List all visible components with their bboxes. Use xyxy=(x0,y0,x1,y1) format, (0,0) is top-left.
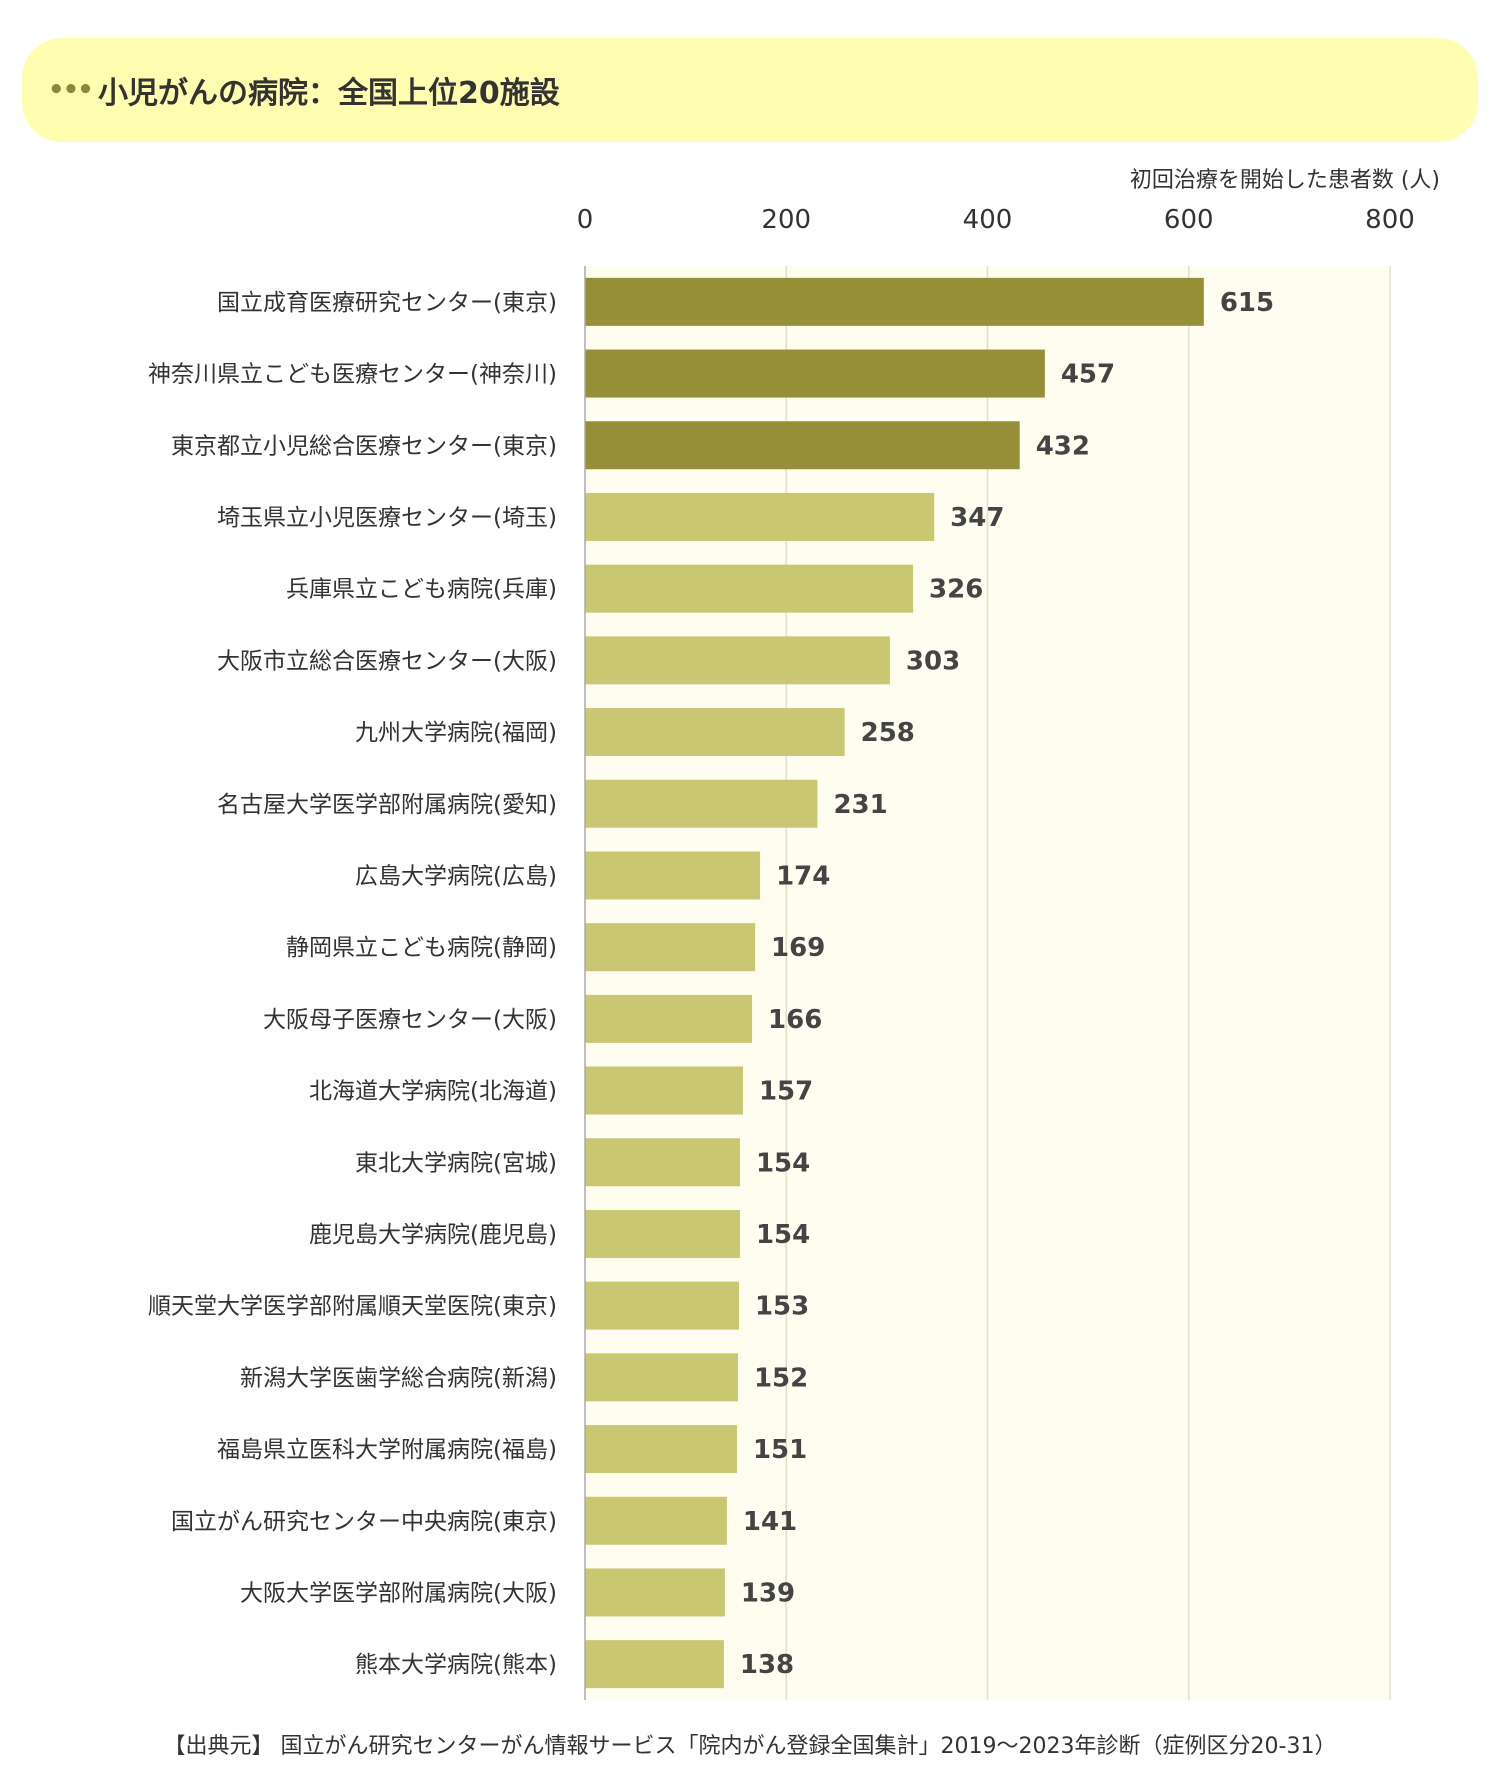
value-label: 231 xyxy=(833,790,887,820)
chart-title: 小児がんの病院：全国上位20施設 xyxy=(98,76,560,111)
category-label: 福島県立医科大学附属病院(福島) xyxy=(217,1437,557,1463)
bar xyxy=(585,1138,740,1187)
category-label: 兵庫県立こども病院(兵庫) xyxy=(286,577,557,603)
bar xyxy=(585,492,935,541)
x-tick-label: 600 xyxy=(1164,205,1214,235)
value-labels: 615 457 432 347 326 303 258 231 174 169 166 157 154 1… xyxy=(740,288,1274,1680)
bar xyxy=(585,564,914,613)
bar xyxy=(585,636,890,685)
category-label: 大阪市立総合医療センター(大阪) xyxy=(217,648,557,674)
category-label: 東京都立小児総合医療センター(東京) xyxy=(171,433,557,459)
category-label: 鹿児島大学病院(鹿児島) xyxy=(309,1222,557,1248)
value-label: 157 xyxy=(759,1077,813,1107)
category-label: 東北大学病院(宮城) xyxy=(355,1150,557,1176)
value-label: 174 xyxy=(776,861,830,891)
bar xyxy=(585,421,1020,470)
category-label: 順天堂大学医学部附属順天堂医院(東京) xyxy=(148,1294,557,1320)
value-label: 153 xyxy=(755,1292,809,1322)
x-axis-ticks: 0 200 400 600 800 xyxy=(577,205,1415,235)
category-label: 新潟大学医歯学総合病院(新潟) xyxy=(240,1365,557,1391)
bar xyxy=(585,923,756,972)
bar xyxy=(585,779,818,828)
value-label: 258 xyxy=(861,718,915,748)
bar xyxy=(585,1640,724,1689)
gridlines xyxy=(785,266,1391,1700)
value-label: 154 xyxy=(756,1148,810,1178)
category-label: 埼玉県立小児医療センター(埼玉) xyxy=(217,505,557,531)
category-label: 大阪大学医学部附属病院(大阪) xyxy=(240,1580,557,1606)
category-label: 神奈川県立こども医療センター(神奈川) xyxy=(148,362,557,388)
value-label: 154 xyxy=(756,1220,810,1250)
category-label: 静岡県立こども病院(静岡) xyxy=(286,935,557,961)
bars xyxy=(585,277,1204,1689)
category-label: 熊本大学病院(熊本) xyxy=(355,1652,557,1678)
bar xyxy=(585,1425,737,1474)
category-label: 北海道大学病院(北海道) xyxy=(309,1079,557,1105)
value-label: 432 xyxy=(1036,431,1090,461)
value-label: 169 xyxy=(771,933,825,963)
value-label: 615 xyxy=(1220,288,1274,318)
x-tick-label: 200 xyxy=(761,205,811,235)
source-note: 【出典元】 国立がん研究センターがん情報サービス「院内がん登録全国集計」2019… xyxy=(163,1734,1337,1759)
value-label: 326 xyxy=(929,575,983,605)
x-tick-label: 0 xyxy=(577,205,594,235)
value-label: 151 xyxy=(753,1435,807,1465)
bar xyxy=(585,1281,739,1330)
value-label: 138 xyxy=(740,1650,794,1680)
bar xyxy=(585,1568,725,1617)
axis-unit-label: 初回治療を開始した患者数 (人) xyxy=(1129,168,1440,193)
value-label: 152 xyxy=(754,1363,808,1393)
value-label: 303 xyxy=(906,646,960,676)
value-label: 457 xyxy=(1061,360,1115,390)
category-label: 広島大学病院(広島) xyxy=(355,863,557,889)
category-label: 国立がん研究センター中央病院(東京) xyxy=(171,1509,557,1535)
value-label: 166 xyxy=(768,1005,822,1035)
chart-header-banner: ••• 小児がんの病院：全国上位20施設 xyxy=(22,38,1478,142)
category-labels: 国立成育医療研究センター(東京) 神奈川県立こども医療センター(神奈川) 東京都立小… xyxy=(148,290,557,1678)
bar xyxy=(585,349,1045,398)
bar xyxy=(585,708,845,757)
x-tick-label: 800 xyxy=(1365,205,1415,235)
value-label: 141 xyxy=(743,1507,797,1537)
bar xyxy=(585,1209,740,1258)
category-label: 大阪母子医療センター(大阪) xyxy=(263,1007,557,1033)
value-label: 347 xyxy=(950,503,1004,533)
category-label: 九州大学病院(福岡) xyxy=(355,720,557,746)
category-label: 国立成育医療研究センター(東京) xyxy=(217,290,557,316)
value-label: 139 xyxy=(741,1578,795,1608)
bar xyxy=(585,277,1204,326)
bar xyxy=(585,851,761,900)
bar xyxy=(585,1496,727,1545)
x-tick-label: 400 xyxy=(963,205,1013,235)
bar xyxy=(585,1066,743,1115)
bar xyxy=(585,1353,738,1402)
bar xyxy=(585,994,753,1043)
category-label: 名古屋大学医学部附属病院(愛知) xyxy=(217,792,557,818)
